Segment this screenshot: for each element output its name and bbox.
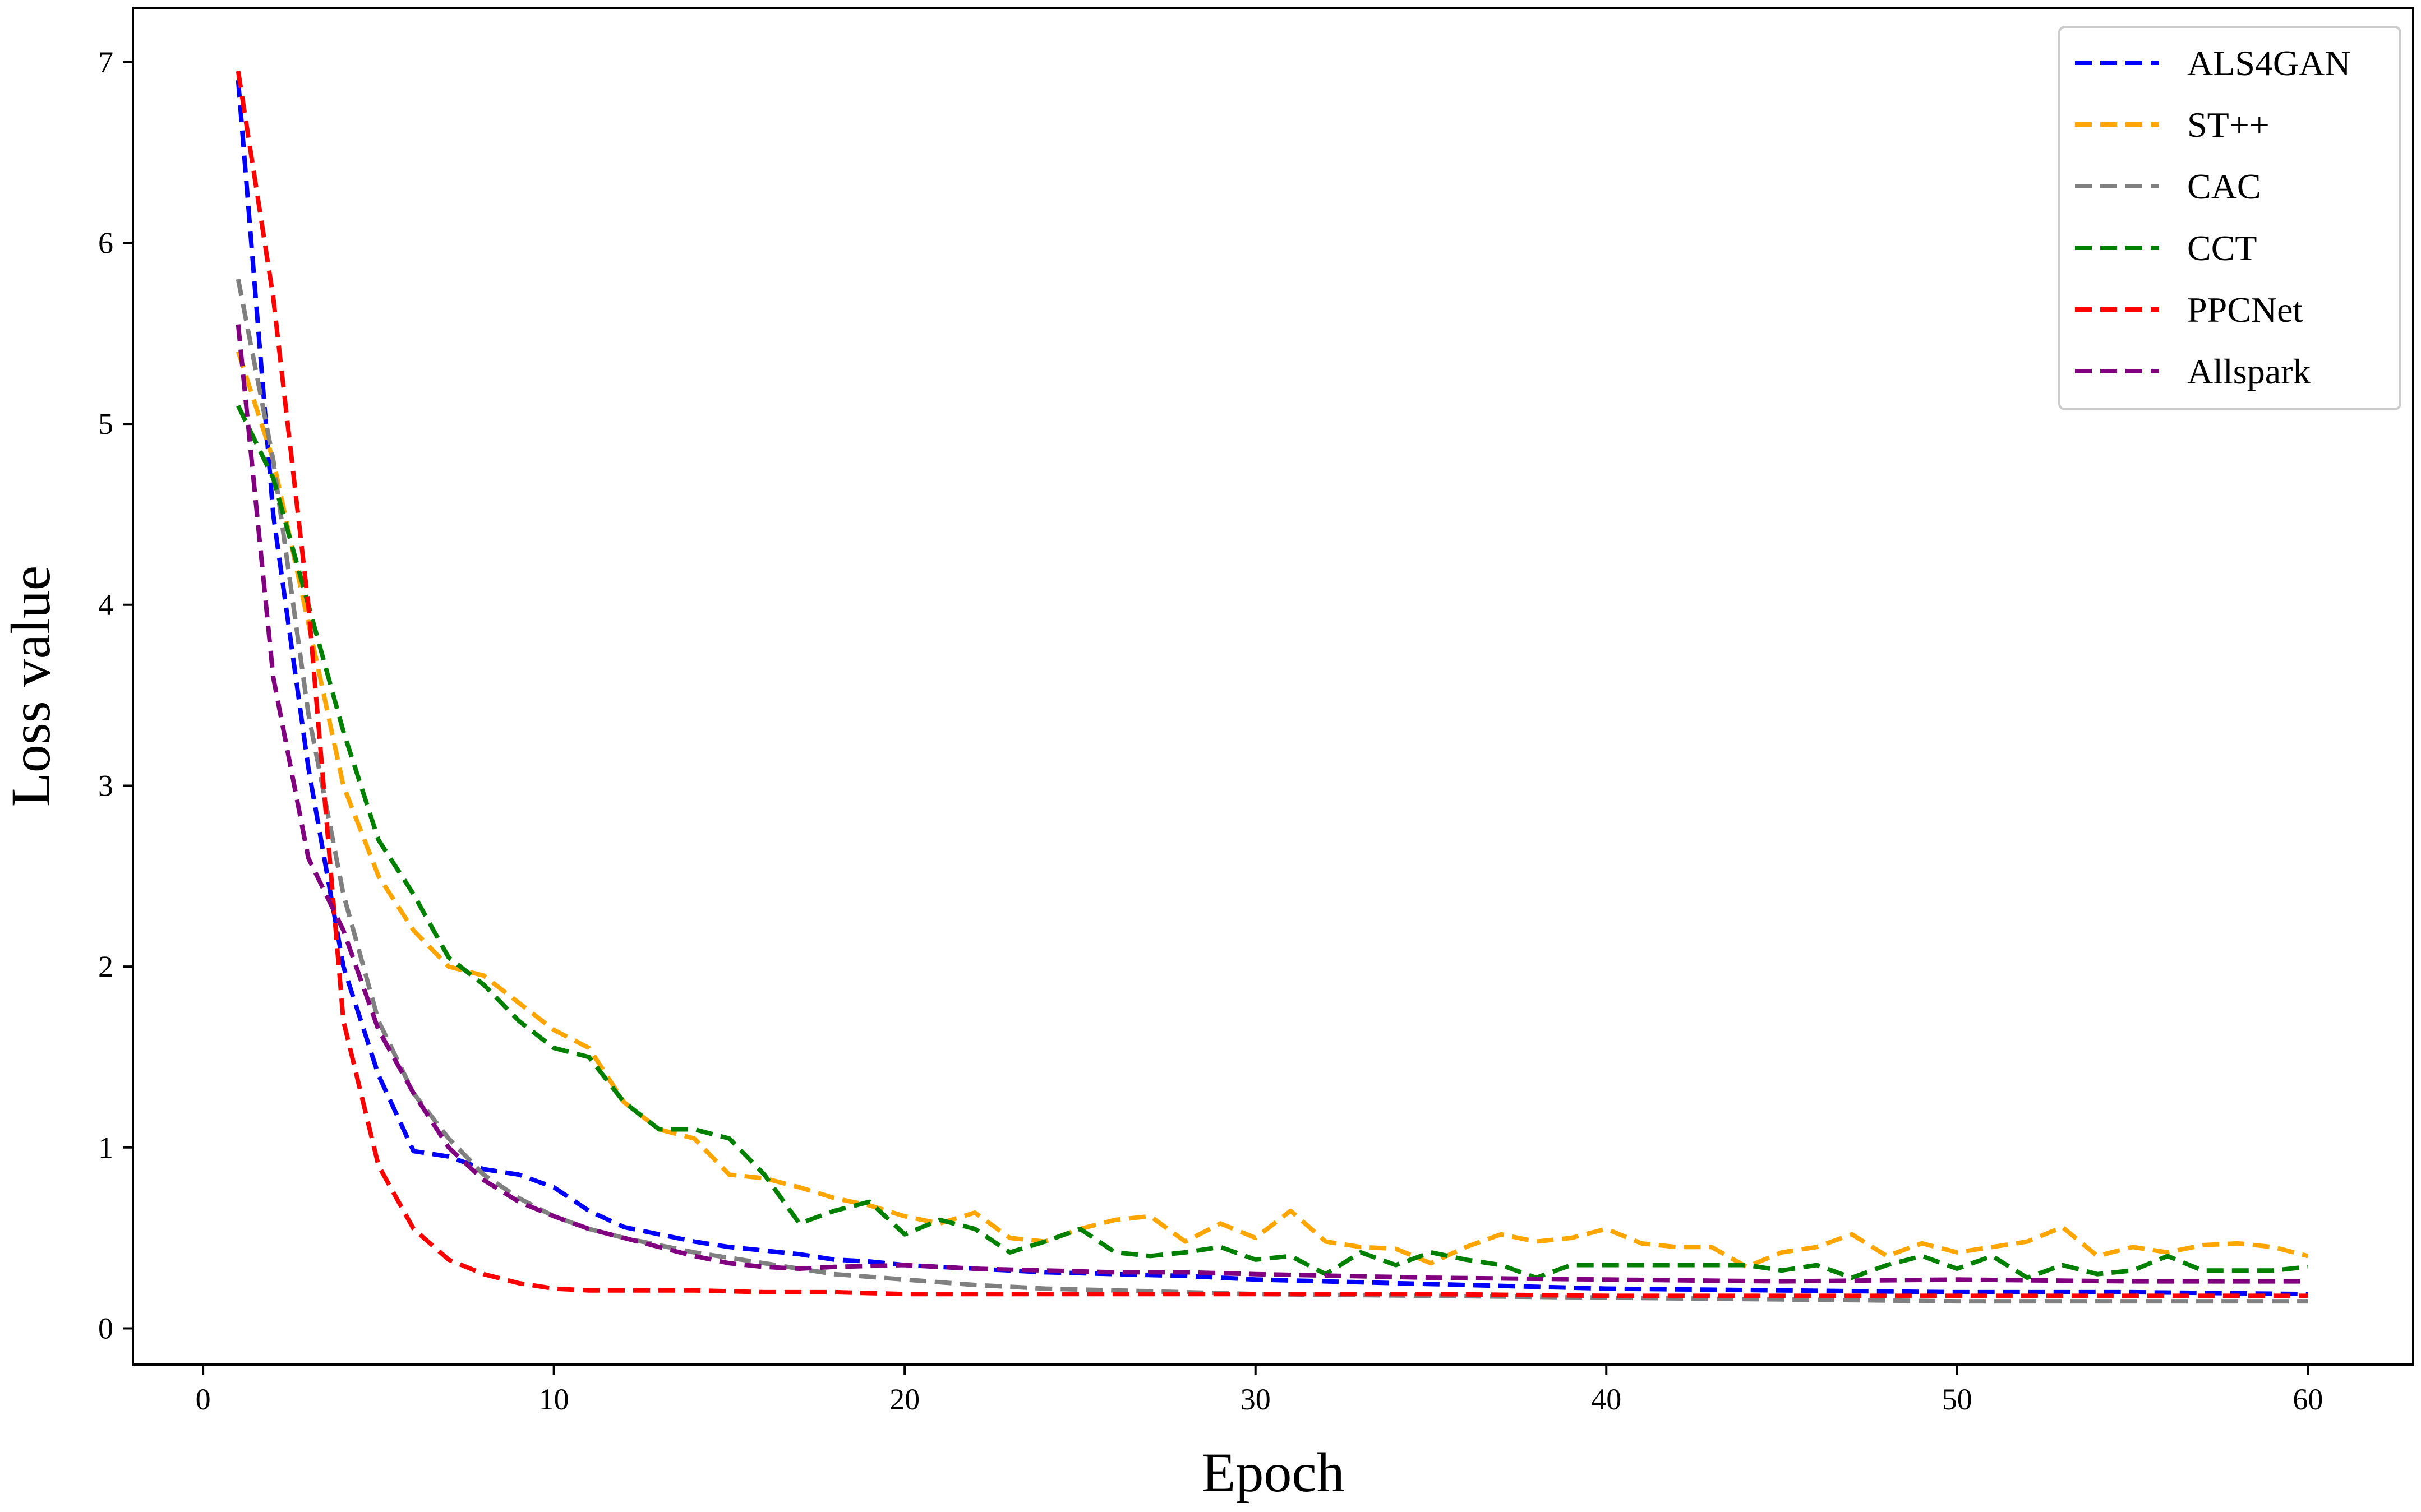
plot-frame [132, 7, 2414, 1366]
series-line-allspark [236, 324, 2308, 1284]
legend-label-als4gan: ALS4GAN [2187, 43, 2351, 83]
legend-label-st: ST++ [2187, 105, 2270, 145]
series-line-st [236, 350, 2309, 1269]
legend-label-allspark: Allspark [2187, 352, 2311, 391]
series-layer [236, 71, 2309, 1304]
legend-box [2058, 26, 2401, 410]
series-line-als4gan [236, 80, 2308, 1297]
x-tick-label: 20 [889, 1382, 920, 1416]
x-tick-label: 0 [196, 1382, 211, 1416]
x-tick-label: 40 [1591, 1382, 1621, 1416]
y-tick-label: 2 [98, 950, 113, 983]
y-tick-label: 4 [98, 588, 113, 622]
y-axis: 0 1 2 3 4 5 6 7 [98, 45, 133, 1345]
legend-label-cct: CCT [2187, 228, 2257, 268]
x-tick-label: 10 [539, 1382, 569, 1416]
x-axis: 0 10 20 30 40 50 60 [196, 1365, 2323, 1416]
y-tick-label: 5 [98, 407, 113, 441]
x-tick-label: 60 [2293, 1382, 2323, 1416]
legend: ALS4GAN ST++ CAC CCT PPCNet Allspark [2058, 26, 2401, 410]
x-axis-title: Epoch [1201, 1441, 1344, 1504]
x-tick-label: 50 [1942, 1382, 1972, 1416]
y-axis-title: Loss value [0, 566, 62, 807]
y-tick-label: 7 [98, 45, 113, 79]
plot-area-border [132, 7, 2414, 1366]
series-line-ppcnet [236, 71, 2308, 1298]
y-tick-label: 3 [98, 769, 113, 802]
legend-label-ppcnet: PPCNet [2187, 290, 2303, 330]
y-tick-label: 0 [98, 1311, 113, 1345]
series-line-cct [236, 405, 2308, 1280]
x-tick-label: 30 [1241, 1382, 1271, 1416]
legend-label-cac: CAC [2187, 167, 2261, 206]
y-tick-label: 6 [98, 226, 113, 260]
y-tick-label: 1 [98, 1131, 113, 1164]
